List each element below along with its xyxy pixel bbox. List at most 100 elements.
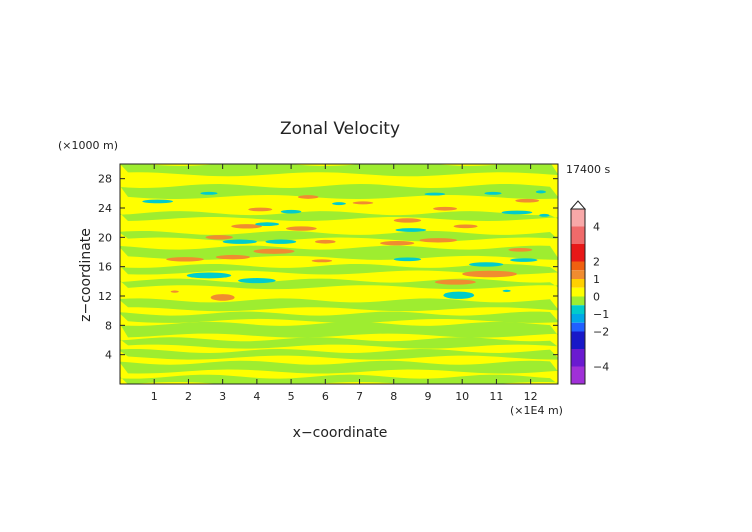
x-tick-label: 1: [151, 390, 158, 403]
x-axis: 1 2 3 4 5 6 7 8 9 10 11 12: [151, 164, 538, 403]
y-tick-label: 20: [98, 231, 112, 244]
colorbar-segment: [571, 305, 585, 314]
velocity-cell-negative: [535, 190, 547, 194]
colorbar-tick-label: −1: [593, 308, 609, 321]
x-tick-label: 12: [524, 390, 538, 403]
velocity-cell-positive: [297, 195, 319, 199]
colorbar-frame: [570, 208, 586, 385]
velocity-cell-positive: [205, 235, 233, 240]
velocity-cell-negative: [510, 258, 538, 262]
x-tick-label: 2: [185, 390, 192, 403]
velocity-band-negative: [120, 360, 558, 374]
x-tick-label: 5: [288, 390, 295, 403]
colorbar-segment: [571, 331, 585, 349]
y-unit-label: (×1000 m): [58, 139, 118, 152]
velocity-cell-negative: [255, 222, 280, 226]
x-tick-label: 7: [356, 390, 363, 403]
x-tick-label: 6: [322, 390, 329, 403]
velocity-cell-negative: [238, 278, 276, 284]
velocity-cell-positive: [253, 248, 295, 254]
velocity-band-negative: [120, 211, 558, 221]
velocity-cell-positive: [419, 238, 458, 243]
plot-frame: [119, 163, 559, 385]
y-tick-label: 12: [98, 290, 112, 303]
colorbar-segment: [571, 314, 585, 323]
y-tick-label: 4: [105, 349, 112, 362]
velocity-cell-negative: [142, 199, 174, 204]
velocity-cell-positive: [170, 290, 179, 293]
time-label: 17400 s: [566, 163, 610, 176]
x-tick-label: 10: [455, 390, 469, 403]
velocity-cell-negative: [424, 192, 446, 196]
x-tick-label: 9: [424, 390, 431, 403]
colorbar-tick-label: 0: [593, 291, 600, 304]
velocity-cell-negative: [484, 191, 502, 195]
velocity-band-negative: [120, 311, 558, 323]
colorbar-segment: [571, 349, 585, 367]
colorbar-segment: [571, 287, 585, 297]
colorbar-tick-label: −4: [593, 361, 609, 374]
colorbar-segment: [571, 261, 585, 271]
velocity-cell-negative: [265, 239, 297, 244]
velocity-cell-positive: [453, 224, 478, 229]
velocity-band-negative: [120, 349, 558, 360]
colorbar-extend-arrow: [569, 200, 587, 210]
y-tick-label: 8: [105, 319, 112, 332]
velocity-cell-positive: [515, 198, 540, 203]
velocity-cell-positive: [352, 201, 374, 205]
y-axis: 4 8 12 16 20 24 28: [98, 173, 558, 362]
velocity-cell-negative: [502, 289, 511, 292]
colorbar-segment: [571, 279, 585, 288]
colorbar-tick-label: 4: [593, 221, 600, 234]
colorbar: 4 2 1 0 −1 −2 −4: [569, 200, 609, 385]
chart-title: Zonal Velocity: [280, 119, 400, 139]
velocity-band-negative: [120, 374, 558, 384]
y-tick-label: 24: [98, 202, 112, 215]
x-tick-label: 3: [219, 390, 226, 403]
velocity-cell-negative: [539, 213, 550, 217]
velocity-band-negative: [120, 321, 558, 338]
colorbar-tick-label: 1: [593, 273, 600, 286]
x-tick-label: 11: [489, 390, 503, 403]
velocity-cell-positive: [210, 294, 235, 301]
velocity-band-negative: [120, 184, 558, 199]
colorbar-segment: [571, 296, 585, 306]
x-tick-label: 4: [253, 390, 260, 403]
colorbar-segment: [571, 366, 585, 384]
velocity-cell-positive: [380, 241, 415, 246]
colorbar-segment: [571, 244, 585, 262]
velocity-cell-positive: [508, 247, 533, 252]
velocity-cell-positive: [231, 224, 263, 229]
velocity-cell-negative: [222, 239, 257, 244]
velocity-cell-negative: [200, 191, 218, 195]
velocity-band-negative: [120, 263, 558, 275]
velocity-cell-positive: [433, 206, 458, 211]
velocity-band-negative: [120, 337, 558, 349]
velocity-cell-positive: [248, 207, 273, 212]
y-tick-label: 28: [98, 173, 112, 186]
velocity-band-negative: [120, 298, 558, 312]
velocity-cell-negative: [469, 262, 504, 267]
velocity-cell-positive: [166, 257, 204, 262]
x-tick-label: 8: [390, 390, 397, 403]
colorbar-segment: [571, 322, 585, 332]
x-axis-label: x−coordinate: [293, 425, 388, 441]
y-axis-label: z−coordinate: [78, 228, 94, 322]
velocity-cell-negative: [395, 228, 427, 232]
velocity-cell-negative: [280, 209, 302, 214]
colorbar-tick-label: −2: [593, 326, 609, 339]
y-tick-label: 16: [98, 261, 112, 274]
velocity-cell-positive: [285, 226, 317, 231]
velocity-cell-positive: [315, 239, 336, 244]
velocity-cell-negative: [501, 210, 533, 215]
velocity-cell-positive: [215, 254, 251, 260]
velocity-cell-positive: [311, 259, 333, 263]
velocity-cell-positive: [434, 279, 476, 285]
velocity-cell-negative: [186, 272, 232, 279]
colorbar-segment: [571, 209, 585, 227]
colorbar-segment: [571, 270, 585, 279]
velocity-cell-negative: [443, 291, 475, 299]
velocity-cell-negative: [332, 202, 346, 206]
x-unit-label: (×1E4 m): [510, 404, 563, 417]
